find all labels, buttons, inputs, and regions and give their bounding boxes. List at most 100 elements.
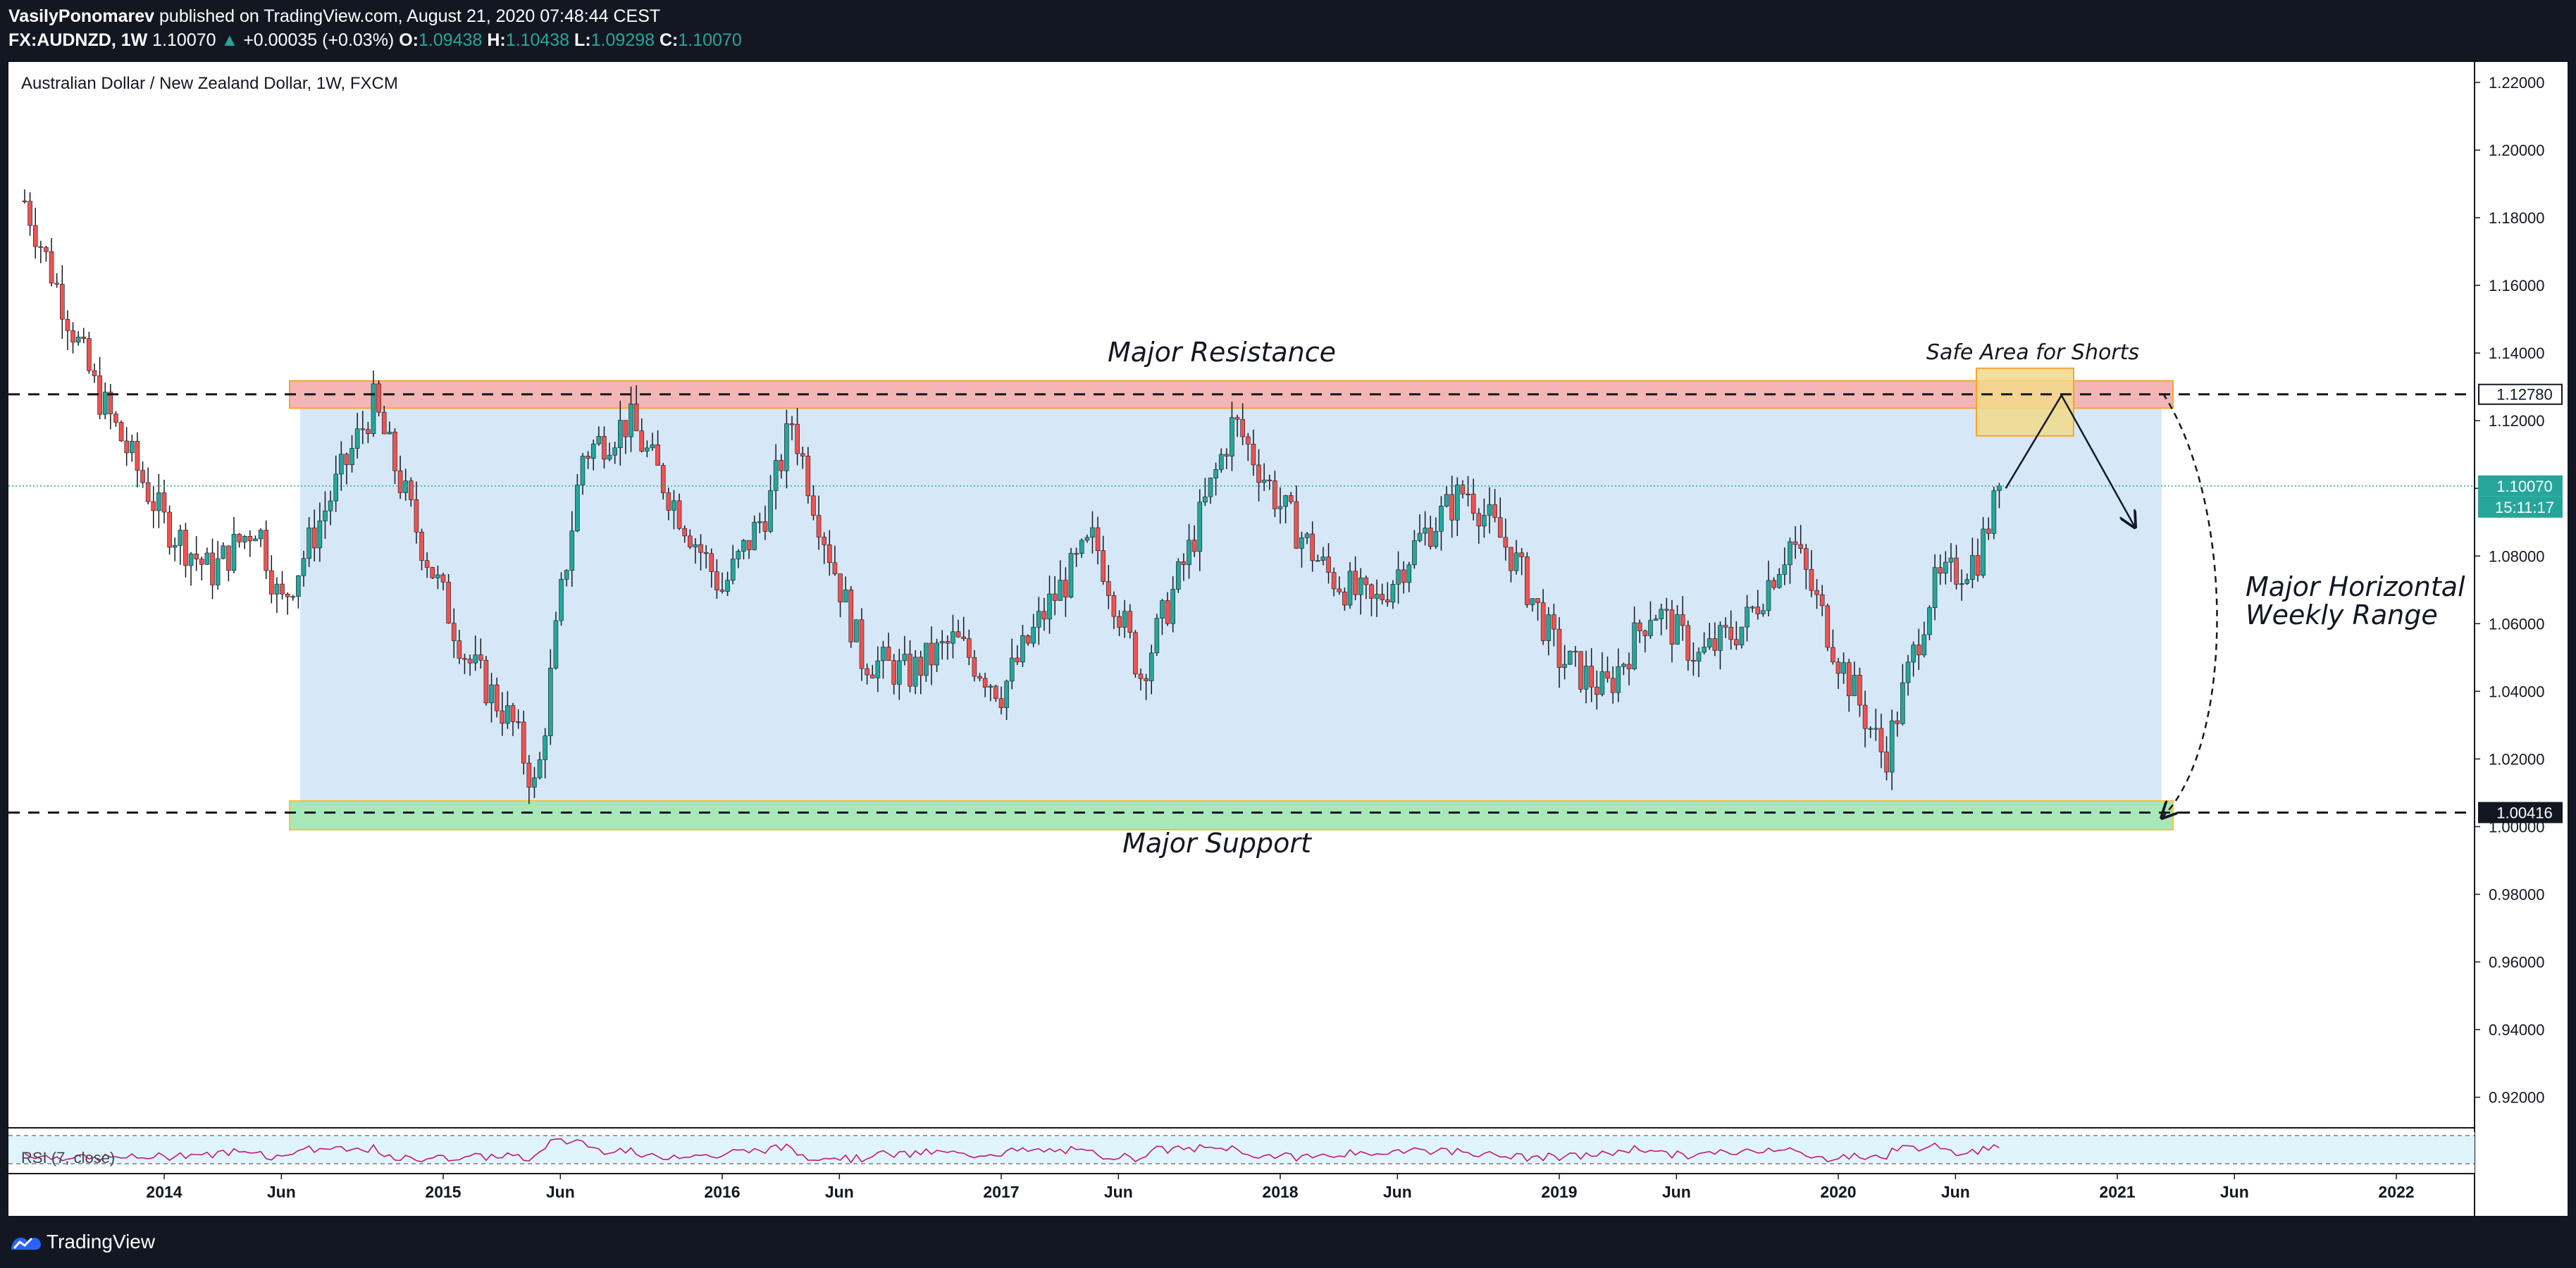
- candle-body: [210, 552, 215, 585]
- candle-body: [1240, 419, 1245, 437]
- candle-body: [543, 735, 547, 760]
- candle-body: [795, 423, 800, 454]
- candle-body: [1090, 527, 1095, 538]
- candle-body: [397, 470, 403, 493]
- candle-body: [741, 540, 746, 552]
- candle-body: [1390, 584, 1396, 603]
- candle-body: [548, 667, 553, 736]
- candle-body: [590, 443, 596, 459]
- candle-body: [1927, 607, 1932, 635]
- candle-body: [124, 440, 129, 454]
- candle-body: [891, 660, 896, 685]
- candle-body: [1900, 682, 1905, 724]
- candle-body: [1310, 533, 1315, 561]
- candle-body: [1283, 495, 1288, 507]
- candle-body: [306, 527, 311, 559]
- candle-body: [1771, 580, 1776, 588]
- candle-body: [736, 551, 741, 559]
- candle-body: [354, 428, 360, 449]
- candle-body: [1954, 557, 1959, 585]
- candle-body: [226, 545, 231, 571]
- candle-body: [1031, 627, 1036, 644]
- price-chart[interactable]: 1.22000 1.20000 1.18000 1.16000 1.14000 1.120…: [8, 62, 2568, 1216]
- support-tag-box: [2478, 802, 2563, 823]
- author-name[interactable]: VasilyPonomarev: [8, 6, 155, 26]
- candle-body: [1127, 611, 1133, 633]
- candle-body: [1144, 678, 1148, 681]
- tag-support: 1.00416: [2496, 804, 2553, 821]
- projection-arrow: [2005, 393, 2134, 526]
- candle-body: [564, 570, 569, 580]
- x-tick-label: Jun: [1383, 1183, 1412, 1201]
- candle-body: [430, 567, 435, 578]
- candle-body: [285, 593, 290, 597]
- published-text: published on TradingView.com, August 21,…: [159, 6, 661, 26]
- candle-body: [676, 500, 682, 529]
- annotation-range-line2: Weekly Range: [2246, 599, 2438, 630]
- tradingview-logo-icon: [11, 1237, 41, 1250]
- x-tick-label: 2015: [425, 1183, 461, 1201]
- candle-body: [639, 430, 645, 452]
- candle-body: [1626, 664, 1632, 669]
- candle-body: [1117, 616, 1122, 628]
- candle-body: [1525, 556, 1530, 605]
- candle-body: [1664, 609, 1669, 611]
- candle-body: [918, 657, 924, 676]
- candle-body: [1959, 583, 1964, 585]
- candle-body: [934, 642, 939, 666]
- candle-body: [1819, 594, 1825, 607]
- candle-body: [1482, 515, 1487, 527]
- candle-body: [1337, 588, 1342, 592]
- range-box: [300, 408, 2162, 801]
- candle-body: [1176, 561, 1181, 590]
- candle-body: [409, 480, 414, 500]
- candle-body: [1932, 567, 1938, 608]
- candle-body: [1058, 580, 1063, 601]
- candle-body: [1106, 581, 1111, 596]
- candle-body: [1261, 479, 1267, 483]
- candle-body: [881, 647, 886, 661]
- symbol-name[interactable]: FX:AUDNZD, 1W: [8, 30, 148, 50]
- candle-body: [1246, 436, 1251, 445]
- candle-body: [1835, 661, 1841, 674]
- candle-body: [666, 492, 671, 511]
- candle-body: [1825, 605, 1831, 648]
- close-value: 1.10070: [678, 30, 742, 50]
- candle-body: [752, 521, 757, 550]
- chart-title: Australian Dollar / New Zealand Dollar, …: [21, 74, 398, 93]
- candle-body: [49, 251, 54, 284]
- candle-body: [1788, 541, 1792, 566]
- y-tick-label: 1.20000: [2489, 142, 2545, 159]
- candle-body: [462, 658, 467, 660]
- x-tick-label: Jun: [1662, 1183, 1691, 1201]
- candle-body: [1921, 634, 1927, 656]
- candle-body: [993, 685, 998, 699]
- x-tick-label: Jun: [2220, 1183, 2249, 1201]
- candle-body: [800, 453, 805, 456]
- candle-body: [1878, 728, 1884, 752]
- candle-body: [623, 420, 628, 437]
- candle-body: [822, 537, 826, 545]
- x-tick-label: Jun: [1104, 1183, 1133, 1201]
- countdown-tag-box: [2478, 496, 2563, 518]
- candle-body: [1208, 478, 1213, 497]
- candle-body: [875, 660, 881, 678]
- candle-body: [1063, 580, 1068, 597]
- candle-body: [366, 429, 371, 434]
- low-key: L:: [574, 30, 591, 50]
- annotation-safe-area: Safe Area for Shorts: [1926, 340, 2139, 365]
- candle-body: [532, 777, 537, 788]
- candle-body: [1423, 528, 1428, 534]
- publish-header: VasilyPonomarev published on TradingView…: [0, 0, 2576, 59]
- candle-body: [1712, 638, 1718, 651]
- candle-body: [108, 392, 113, 414]
- candle-body: [274, 583, 280, 595]
- brand-name[interactable]: TradingView: [47, 1231, 156, 1253]
- candle-body: [618, 420, 623, 449]
- candle-body: [1556, 628, 1562, 668]
- candle-body: [253, 538, 258, 542]
- candle-body: [650, 445, 655, 449]
- candle-body: [725, 580, 730, 592]
- candle-body: [1428, 528, 1433, 547]
- candle-body: [1315, 560, 1320, 562]
